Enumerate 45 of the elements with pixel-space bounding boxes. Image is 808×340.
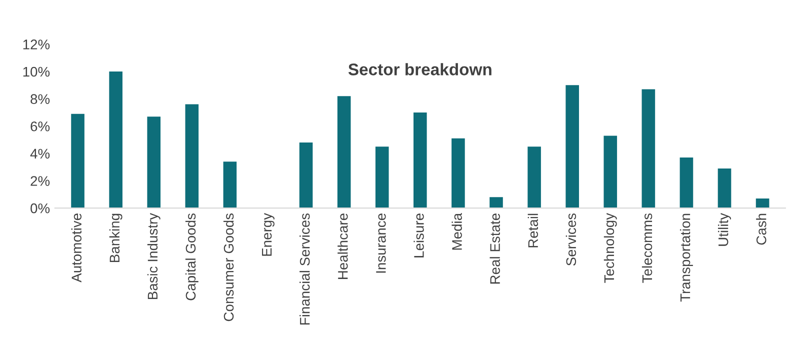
- x-tick-label: Media: [452, 212, 462, 250]
- bar: [71, 114, 84, 208]
- x-tick-label: Technology: [604, 212, 617, 283]
- y-tick-label: 6%: [30, 121, 50, 132]
- x-tick-label: Transportation: [680, 214, 693, 302]
- y-tick-label: 4%: [30, 148, 50, 159]
- x-tick-label: Insurance: [376, 214, 386, 273]
- bar: [337, 96, 351, 208]
- bar: [375, 146, 389, 208]
- x-tick-label: Retail: [528, 214, 538, 248]
- y-tick-label: 2%: [30, 176, 50, 186]
- x-tick-label: Leisure: [414, 214, 424, 258]
- x-tick-label: Cash: [756, 214, 766, 245]
- x-tick-label: Basic Industry: [147, 212, 160, 300]
- x-tick-label: Services: [566, 213, 576, 266]
- bar: [185, 104, 199, 208]
- bar: [528, 146, 541, 208]
- x-tick-label: Financial Services: [300, 213, 310, 324]
- x-tick-label: Healthcare: [338, 214, 348, 279]
- text: Sector breakdown: [348, 63, 492, 76]
- bar: [414, 112, 427, 208]
- x-tick-label: Energy: [262, 212, 274, 256]
- x-tick-label: Consumer Goods: [223, 213, 234, 322]
- bar: [299, 142, 313, 208]
- x-tick-label: Telecomms: [642, 213, 652, 283]
- x-tick-label: Banking: [109, 214, 122, 262]
- x-tick-label: Real Estate: [490, 214, 500, 284]
- x-tick-label: Utility: [718, 212, 731, 246]
- x-tick-label: Automotive: [71, 214, 82, 282]
- bar: [566, 85, 579, 208]
- y-tick-label: 10%: [23, 66, 50, 77]
- bar: [718, 168, 732, 208]
- bar: [490, 197, 503, 208]
- bar: [756, 198, 770, 208]
- bar: [680, 158, 694, 208]
- bar: [604, 136, 618, 208]
- y-tick-label: 0%: [30, 203, 50, 214]
- y-tick-label: 12%: [23, 40, 50, 50]
- bar: [109, 72, 122, 208]
- x-tick-label: Capital Goods: [185, 213, 198, 300]
- y-tick-label: 8%: [30, 94, 50, 104]
- bar: [223, 162, 237, 208]
- bar: [147, 116, 161, 208]
- bar: [642, 89, 656, 208]
- bar: [452, 138, 465, 208]
